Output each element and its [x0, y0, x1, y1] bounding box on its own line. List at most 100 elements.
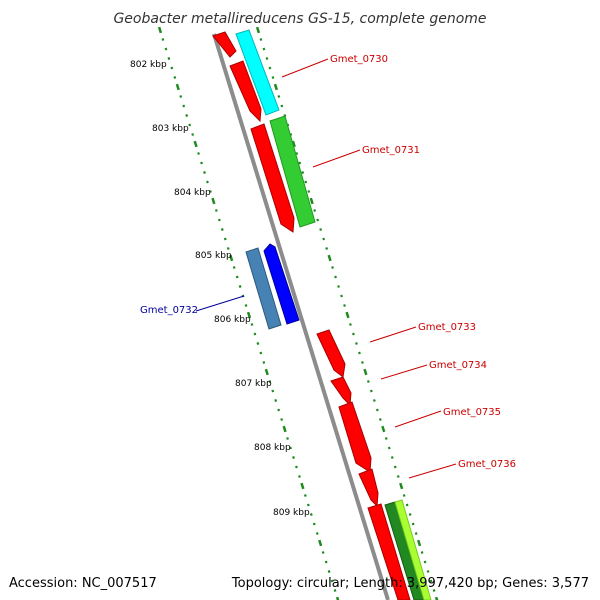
ruler-major-tick [417, 539, 422, 547]
ruler-minor-tick [355, 342, 358, 345]
ruler-minor-tick [259, 351, 263, 355]
ruler-major-tick [273, 83, 278, 91]
leader-gmet-0733 [369, 326, 417, 343]
kbp-labels: 802 kbp 803 kbp 804 kbp 805 kbp 806 kbp … [130, 60, 310, 518]
ruler-major-tick [282, 425, 287, 433]
gene-labels: Gmet_0730 Gmet_0731 Gmet_0732 Gmet_0733 … [140, 54, 516, 470]
cds-gmet-0731[interactable] [250, 123, 295, 233]
ruler-minor-tick [366, 380, 370, 383]
ruler-minor-tick [420, 551, 424, 554]
cds-gmet-0733[interactable] [316, 329, 346, 378]
gene-label-gmet-0734[interactable]: Gmet_0734 [429, 360, 487, 371]
ruler-major-tick [434, 596, 439, 600]
ruler-major-tick [335, 596, 340, 600]
ruler-minor-tick [358, 351, 361, 355]
ruler-minor-tick [361, 361, 364, 364]
ruler-major-tick [381, 425, 386, 433]
ruler-minor-tick [349, 323, 352, 326]
ruler-minor-tick [337, 285, 340, 288]
outer-feature-track [235, 29, 432, 600]
ruler-minor-tick [232, 266, 236, 269]
ruler-minor-tick [185, 114, 189, 117]
ruler-minor-tick [316, 218, 320, 222]
ruler-minor-tick [250, 323, 254, 326]
gene-label-gmet-0732[interactable]: Gmet_0732 [140, 305, 198, 316]
ruler-minor-tick [334, 275, 337, 279]
ruler-minor-tick [321, 551, 325, 554]
feature-steel-blue[interactable] [245, 247, 282, 330]
ruler-minor-tick [426, 570, 430, 573]
ruler-minor-tick [259, 38, 263, 41]
ruler-minor-tick [369, 389, 373, 393]
cds-gmet-0729[interactable] [212, 31, 237, 58]
ruler-minor-tick [396, 475, 400, 478]
kbp-label: 805 kbp [195, 251, 232, 261]
ruler-minor-tick [325, 247, 329, 250]
gene-label-gmet-0730[interactable]: Gmet_0730 [330, 54, 388, 65]
ruler-minor-tick [280, 104, 284, 108]
ruler-minor-tick [170, 66, 174, 70]
genome-title: Geobacter metallireducens GS-15, complet… [113, 11, 486, 27]
ruler-minor-tick [286, 437, 289, 440]
ruler-minor-tick [244, 304, 248, 307]
ruler-minor-tick [289, 133, 293, 136]
gene-label-gmet-0736[interactable]: Gmet_0736 [458, 459, 516, 470]
ruler-minor-tick [333, 589, 337, 592]
gene-label-gmet-0733[interactable]: Gmet_0733 [418, 322, 476, 333]
ruler-major-tick [246, 311, 252, 319]
ruler-minor-tick [256, 342, 260, 345]
ruler-minor-tick [327, 570, 331, 573]
gene-label-gmet-0731[interactable]: Gmet_0731 [362, 145, 420, 156]
ruler-minor-tick [271, 389, 275, 393]
cds-gmet-0735[interactable] [338, 401, 372, 473]
kbp-label: 808 kbp [254, 443, 291, 453]
ruler-major-tick [300, 482, 305, 490]
ruler-minor-tick [304, 180, 308, 184]
ruler-minor-tick [378, 418, 382, 421]
kbp-label: 809 kbp [273, 508, 310, 518]
forward-cds-track [212, 31, 411, 600]
genome-backbone [212, 33, 390, 600]
ruler-major-tick [229, 254, 234, 262]
ruler-minor-tick [262, 361, 266, 364]
ruler-major-tick [255, 26, 261, 34]
ruler-minor-tick [324, 560, 328, 564]
ruler-minor-tick [313, 209, 317, 212]
ruler-minor-tick [277, 408, 281, 412]
cds-gmet-0736[interactable] [358, 468, 379, 508]
ruler-major-tick [318, 539, 323, 547]
gene-label-gmet-0735[interactable]: Gmet_0735 [443, 407, 501, 418]
feature-lime[interactable] [394, 499, 432, 600]
ruler-minor-tick [197, 152, 200, 155]
ruler-minor-tick [271, 76, 275, 79]
feature-cyan[interactable] [235, 29, 280, 116]
ruler-minor-tick [200, 161, 203, 165]
leader-gmet-0734 [380, 364, 428, 380]
cds-gmet-0732[interactable] [263, 243, 300, 325]
ruler-minor-tick [330, 579, 334, 583]
reverse-cds-track [245, 243, 300, 330]
cds-gmet-0730[interactable] [229, 60, 262, 123]
ruler-minor-tick [217, 218, 221, 222]
feature-green[interactable] [269, 115, 316, 228]
ruler-major-tick [363, 368, 368, 376]
ruler-minor-tick [298, 161, 302, 165]
ruler-minor-tick [432, 589, 436, 592]
ruler-minor-tick [253, 332, 257, 336]
cds-gmet-0734[interactable] [330, 376, 352, 407]
ruler-minor-tick [268, 380, 272, 383]
feature-green-lower[interactable] [384, 501, 425, 600]
ruler-minor-tick [173, 76, 177, 79]
ruler-minor-tick [303, 494, 307, 497]
ruler-major-tick [193, 140, 198, 148]
ruler-minor-tick [343, 304, 346, 307]
kbp-label: 807 kbp [235, 379, 272, 389]
cds-gmet-0737[interactable] [367, 503, 411, 600]
inner-ruler [157, 26, 340, 600]
ruler-minor-tick [331, 266, 334, 269]
ruler-minor-tick [161, 38, 165, 41]
leader-gmet-0731 [312, 149, 361, 168]
ruler-minor-tick [164, 47, 168, 51]
ruler-minor-tick [262, 47, 266, 51]
